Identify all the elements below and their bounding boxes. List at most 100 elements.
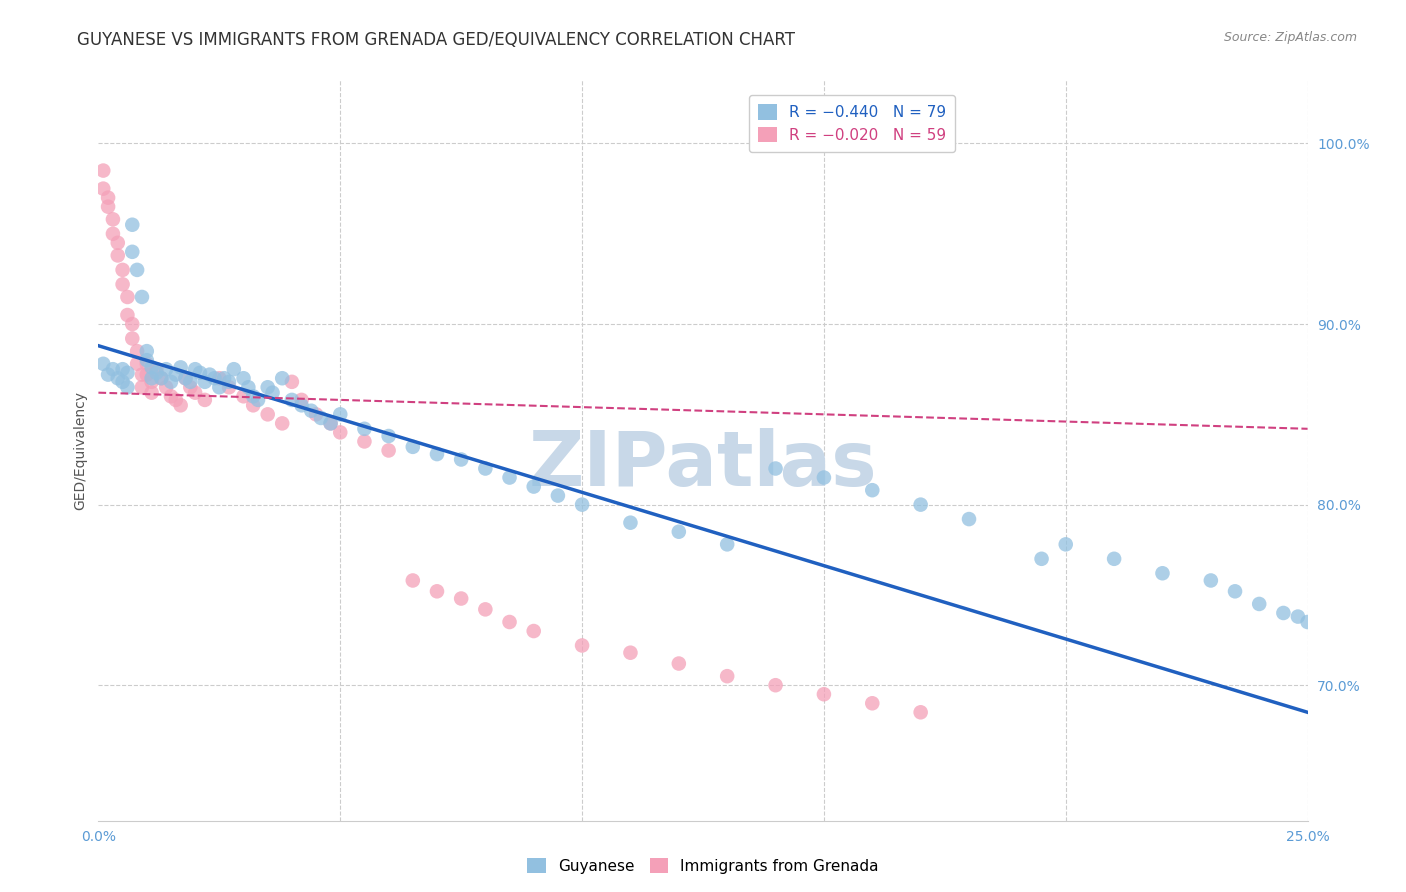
Point	[1286, 609, 1309, 624]
Point	[271, 417, 294, 431]
Point	[1199, 574, 1222, 588]
Point	[910, 498, 932, 512]
Legend: R = −0.440   N = 79, R = −0.020   N = 59: R = −0.440 N = 79, R = −0.020 N = 59	[749, 95, 955, 152]
Point	[402, 440, 425, 454]
Point	[184, 362, 207, 376]
Point	[160, 375, 183, 389]
Point	[121, 244, 143, 259]
Point	[194, 392, 217, 407]
Point	[117, 290, 139, 304]
Point	[91, 163, 114, 178]
Point	[160, 389, 183, 403]
Point	[1354, 660, 1376, 674]
Point	[179, 375, 201, 389]
Point	[208, 380, 231, 394]
Point	[135, 353, 157, 368]
Point	[165, 368, 187, 382]
Point	[242, 389, 264, 403]
Point	[1296, 615, 1319, 629]
Point	[135, 344, 157, 359]
Y-axis label: GED/Equivalency: GED/Equivalency	[73, 391, 87, 510]
Point	[1054, 537, 1077, 551]
Point	[117, 380, 139, 394]
Point	[1223, 584, 1246, 599]
Point	[1336, 642, 1358, 657]
Point	[523, 624, 546, 638]
Point	[1152, 566, 1174, 581]
Point	[232, 389, 254, 403]
Point	[1344, 651, 1367, 665]
Point	[716, 537, 738, 551]
Point	[668, 524, 690, 539]
Point	[1102, 551, 1125, 566]
Point	[117, 308, 139, 322]
Point	[135, 368, 157, 382]
Point	[141, 371, 163, 385]
Point	[523, 479, 546, 493]
Point	[290, 398, 312, 412]
Point	[860, 483, 883, 498]
Point	[238, 380, 260, 394]
Point	[329, 408, 352, 422]
Point	[127, 357, 149, 371]
Point	[101, 212, 124, 227]
Point	[111, 375, 134, 389]
Point	[101, 227, 124, 241]
Text: ZIPatlas: ZIPatlas	[529, 428, 877, 502]
Point	[1031, 551, 1053, 566]
Text: Source: ZipAtlas.com: Source: ZipAtlas.com	[1223, 31, 1357, 45]
Point	[121, 317, 143, 331]
Point	[145, 366, 167, 380]
Point	[174, 371, 197, 385]
Point	[1272, 606, 1295, 620]
Point	[910, 706, 932, 720]
Point	[426, 584, 449, 599]
Point	[450, 591, 472, 606]
Point	[232, 371, 254, 385]
Point	[716, 669, 738, 683]
Point	[299, 403, 322, 417]
Point	[121, 331, 143, 345]
Point	[169, 360, 191, 375]
Point	[329, 425, 352, 440]
Point	[498, 470, 520, 484]
Point	[547, 489, 569, 503]
Point	[194, 375, 217, 389]
Point	[208, 371, 231, 385]
Point	[150, 371, 173, 385]
Point	[101, 362, 124, 376]
Point	[262, 385, 284, 400]
Point	[204, 371, 226, 385]
Point	[155, 380, 177, 394]
Point	[97, 200, 120, 214]
Point	[91, 181, 114, 195]
Point	[377, 429, 399, 443]
Point	[1306, 624, 1329, 638]
Point	[117, 366, 139, 380]
Point	[290, 392, 312, 407]
Point	[571, 639, 593, 653]
Point	[169, 398, 191, 412]
Point	[107, 248, 129, 262]
Point	[377, 443, 399, 458]
Point	[353, 434, 375, 449]
Point	[141, 360, 163, 375]
Point	[218, 375, 240, 389]
Point	[813, 470, 835, 484]
Point	[1249, 597, 1271, 611]
Point	[111, 263, 134, 277]
Point	[111, 362, 134, 376]
Legend: Guyanese, Immigrants from Grenada: Guyanese, Immigrants from Grenada	[522, 852, 884, 880]
Point	[141, 385, 163, 400]
Point	[222, 362, 245, 376]
Point	[121, 218, 143, 232]
Point	[426, 447, 449, 461]
Point	[353, 422, 375, 436]
Point	[242, 398, 264, 412]
Point	[155, 362, 177, 376]
Point	[281, 375, 304, 389]
Point	[107, 235, 129, 250]
Point	[402, 574, 425, 588]
Point	[319, 417, 342, 431]
Point	[271, 371, 294, 385]
